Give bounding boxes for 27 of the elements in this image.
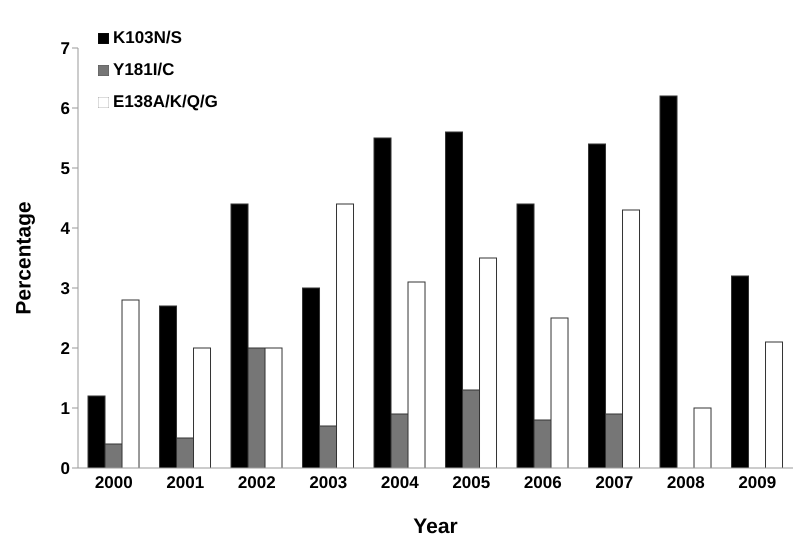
y-tick-label: 1 xyxy=(60,399,70,418)
y-tick-label: 5 xyxy=(60,159,70,178)
x-tick-label: 2006 xyxy=(524,473,562,492)
bar xyxy=(694,408,712,468)
y-tick-label: 7 xyxy=(60,39,70,58)
legend-label: Y181I/C xyxy=(113,60,174,79)
x-axis-title: Year xyxy=(413,515,458,538)
bar xyxy=(660,96,678,468)
bar xyxy=(731,276,750,468)
x-tick-label: 2009 xyxy=(738,473,776,492)
x-tick-label: 2002 xyxy=(238,473,276,492)
x-tick-label: 2001 xyxy=(166,473,204,492)
y-tick-label: 2 xyxy=(60,339,70,358)
x-tick-label: 2008 xyxy=(666,473,705,492)
x-tick-label: 2003 xyxy=(309,473,348,492)
x-tick-label: 2004 xyxy=(380,473,420,492)
y-tick-label: 0 xyxy=(60,459,70,478)
y-tick-label: 6 xyxy=(60,99,70,118)
x-tick-label: 2005 xyxy=(452,473,490,492)
legend-label: E138A/K/Q/G xyxy=(113,92,218,111)
x-tick-label: 2000 xyxy=(94,473,133,492)
y-tick-label: 4 xyxy=(60,219,71,238)
y-axis-title: Percentage xyxy=(12,201,36,315)
legend-label: K103N/S xyxy=(113,28,182,47)
x-tick-label: 2007 xyxy=(595,473,634,492)
y-tick-label: 3 xyxy=(60,279,70,298)
bar xyxy=(765,342,784,468)
